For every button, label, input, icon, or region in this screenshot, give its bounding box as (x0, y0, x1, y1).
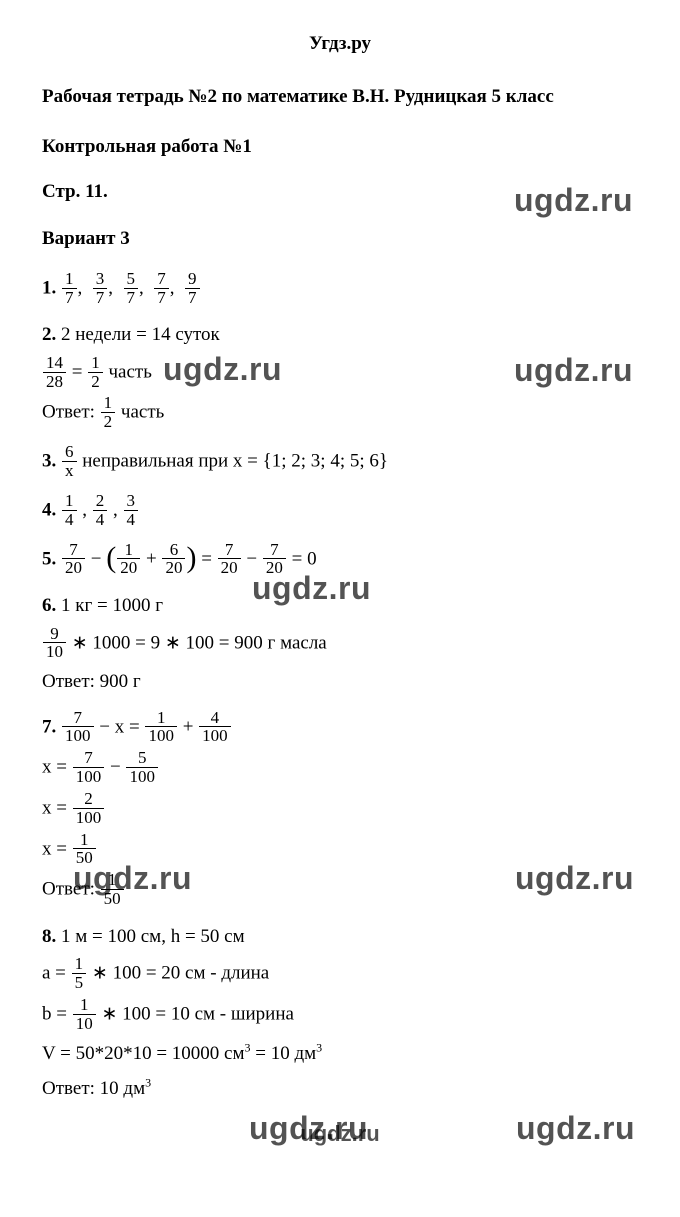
problem-number: 6. (42, 595, 56, 616)
text: 1 м = 100 см, h = 50 см (61, 926, 245, 947)
fraction: 620 (162, 541, 185, 578)
plus: + (141, 548, 161, 569)
problem-number: 4. (42, 500, 56, 521)
fraction: 57 (124, 270, 139, 307)
fraction: 14 (62, 492, 77, 529)
text: часть (104, 361, 152, 382)
expr: x = (42, 757, 72, 778)
superscript: 3 (316, 1040, 322, 1054)
workbook-title: Рабочая тетрадь №2 по математике В.Н. Ру… (42, 81, 638, 112)
problem-1: 1. 17, 37, 57, 77, 97 (42, 271, 638, 308)
problem-number: 8. (42, 926, 56, 947)
minus: − (86, 548, 106, 569)
problem-number: 2. (42, 324, 56, 345)
fraction: 17 (62, 270, 77, 307)
text: часть (116, 402, 164, 423)
fraction: 77 (154, 270, 169, 307)
fraction: 6x (62, 443, 77, 480)
problem-number: 3. (42, 451, 56, 472)
equals-zero: = 0 (287, 548, 317, 569)
text: ∗ 100 = 20 см - длина (87, 963, 269, 984)
expr: − x = (95, 716, 145, 737)
expr: a = (42, 963, 71, 984)
fraction: 12 (101, 394, 116, 431)
text: ∗ 100 = 10 см - ширина (97, 1004, 294, 1025)
work-title: Контрольная работа №1 (42, 131, 638, 162)
fraction: 37 (93, 270, 108, 307)
fraction: 15 (72, 955, 87, 992)
expr: x = (42, 838, 72, 859)
answer-label: Ответ: (42, 879, 100, 900)
equals: = (67, 361, 87, 382)
fraction: 7100 (73, 749, 105, 786)
text: 2 недели = 14 суток (61, 324, 220, 345)
page-reference: Стр. 11. (42, 176, 638, 207)
equals: = (196, 548, 216, 569)
problem-2: 2. 2 недели = 14 суток 1428 = 12 часть О… (42, 319, 638, 432)
minus: − (105, 757, 125, 778)
fraction: 110 (73, 996, 96, 1033)
problem-number: 5. (42, 548, 56, 569)
fraction: 150 (101, 871, 124, 908)
problem-5: 5. 720 − (120 + 620) = 720 − 720 = 0 (42, 542, 638, 579)
fraction: 12 (88, 354, 103, 391)
fraction: 910 (43, 625, 66, 662)
fraction: 97 (185, 270, 200, 307)
problem-7: 7. 7100 − x = 1100 + 4100 x = 7100 − 510… (42, 710, 638, 909)
fraction: 24 (93, 492, 108, 529)
expr: V = 50*20*10 = 10000 см (42, 1043, 245, 1064)
fraction: 120 (117, 541, 140, 578)
answer: Ответ: 10 дм (42, 1078, 145, 1099)
fraction: 720 (218, 541, 241, 578)
superscript: 3 (145, 1076, 151, 1090)
problem-6: 6. 1 кг = 1000 г 910 ∗ 1000 = 9 ∗ 100 = … (42, 590, 638, 697)
problem-3: 3. 6x неправильная при x = {1; 2; 3; 4; … (42, 444, 638, 481)
answer-label: Ответ: (42, 402, 100, 423)
fraction: 720 (263, 541, 286, 578)
fraction: 1428 (43, 354, 66, 391)
problem-4: 4. 14 , 24 , 34 (42, 493, 638, 530)
problem-number: 1. (42, 277, 56, 298)
fraction: 720 (62, 541, 85, 578)
plus: + (178, 716, 198, 737)
variant-label: Вариант 3 (42, 223, 638, 254)
minus: − (242, 548, 262, 569)
fraction: 4100 (199, 709, 231, 746)
expr: x = (42, 798, 72, 819)
text: неправильная при x = {1; 2; 3; 4; 5; 6} (78, 451, 389, 472)
text: ∗ 1000 = 9 ∗ 100 = 900 г масла (67, 632, 327, 653)
fraction: 7100 (62, 709, 94, 746)
fraction: 150 (73, 831, 96, 868)
fraction: 34 (124, 492, 139, 529)
fraction: 2100 (73, 790, 105, 827)
site-header: Угдз.ру (42, 28, 638, 59)
fraction: 5100 (126, 749, 158, 786)
problem-8: 8. 1 м = 100 см, h = 50 см a = 15 ∗ 100 … (42, 921, 638, 1104)
fraction: 1100 (145, 709, 177, 746)
answer: Ответ: 900 г (42, 666, 638, 697)
text: 1 кг = 1000 г (61, 595, 163, 616)
expr: b = (42, 1004, 72, 1025)
expr: = 10 дм (251, 1043, 317, 1064)
footer-watermark: ugdz.ru (42, 1116, 638, 1152)
problem-number: 7. (42, 716, 56, 737)
page: Угдз.ру Рабочая тетрадь №2 по математике… (0, 0, 680, 1185)
